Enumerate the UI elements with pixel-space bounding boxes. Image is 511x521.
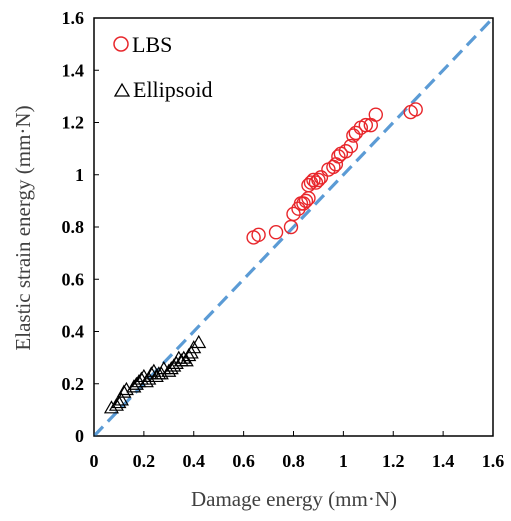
series-ellipsoid	[103, 334, 207, 414]
x-axis-ticks: 0 0.2 0.4 0.6 0.8 1 1.2 1.4 1.6	[90, 431, 505, 471]
x-tick-label: 1.2	[382, 451, 405, 471]
y-tick-label: 0.4	[62, 322, 85, 342]
legend-marker-ellipsoid	[113, 82, 131, 97]
data-point-circle	[368, 107, 383, 122]
data-point-triangle	[191, 334, 207, 349]
points-layer	[103, 102, 423, 414]
data-point-circle	[348, 125, 364, 141]
series-lbs	[246, 102, 423, 245]
x-tick-label: 0.4	[183, 451, 206, 471]
reference-line	[92, 16, 495, 438]
data-point-triangle	[113, 392, 129, 406]
x-tick-label: 1	[339, 451, 348, 471]
data-point-circle	[308, 175, 324, 190]
data-point-circle	[338, 144, 354, 159]
data-point-triangle	[148, 368, 164, 383]
legend: LBS Ellipsoid	[113, 32, 212, 102]
legend-label-lbs: LBS	[132, 32, 172, 57]
data-point-circle	[408, 102, 423, 117]
data-point-circle	[301, 177, 316, 193]
y-tick-label: 0.8	[62, 217, 85, 237]
x-tick-label: 0.2	[133, 451, 156, 471]
y-axis-title: Elastic strain energy (mm·N)	[11, 105, 35, 350]
legend-label-ellipsoid: Ellipsoid	[133, 77, 212, 102]
y-tick-label: 1.6	[62, 8, 85, 28]
y-axis-ticks: 0 0.2 0.4 0.6 0.8 1 1.2 1.4 1.6	[62, 8, 99, 446]
data-point-circle	[358, 117, 374, 133]
x-axis-title: Damage energy (mm·N)	[191, 487, 397, 511]
data-point-circle	[296, 196, 311, 211]
data-point-circle	[313, 170, 329, 185]
y-tick-label: 1.2	[62, 113, 85, 133]
data-point-triangle	[111, 394, 127, 409]
data-point-circle	[346, 128, 361, 143]
data-point-circle	[331, 149, 346, 164]
data-point-circle	[268, 225, 284, 240]
x-tick-label: 0	[90, 451, 99, 471]
reference-line-layer	[92, 16, 495, 438]
y-tick-label: 0.6	[62, 269, 85, 289]
data-point-circle	[306, 172, 321, 188]
data-point-circle	[251, 227, 266, 243]
y-tick-label: 1	[75, 165, 84, 185]
data-point-triangle	[181, 347, 197, 362]
x-tick-label: 0.6	[232, 451, 255, 471]
x-tick-label: 0.8	[282, 451, 305, 471]
legend-marker-lbs	[113, 36, 129, 52]
y-tick-label: 1.4	[62, 60, 85, 80]
data-point-circle	[298, 193, 314, 209]
data-point-circle	[311, 172, 326, 188]
data-point-circle	[343, 138, 359, 154]
data-point-circle	[286, 206, 301, 222]
y-tick-label: 0.2	[62, 374, 85, 394]
y-tick-label: 0	[75, 426, 84, 446]
x-tick-label: 1.6	[482, 451, 505, 471]
x-tick-label: 1.4	[432, 451, 455, 471]
